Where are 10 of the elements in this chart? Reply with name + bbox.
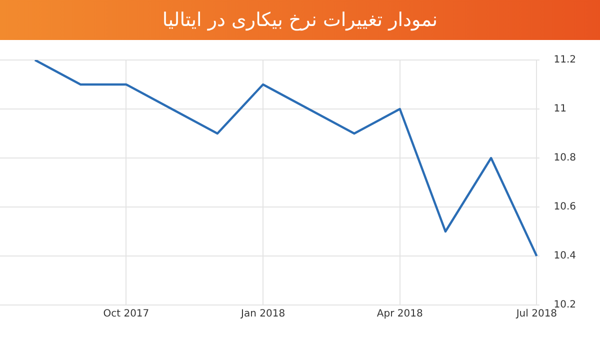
x-tick-label: Apr 2018 [376, 308, 423, 320]
y-tick-label: 10.4 [554, 250, 576, 262]
y-tick-label: 10.6 [554, 202, 576, 213]
x-tick-label: Jul 2018 [515, 308, 558, 320]
y-tick-label: 11 [554, 104, 566, 115]
x-tick-label: Oct 2017 [103, 308, 150, 320]
y-tick-label: 10.8 [554, 152, 576, 164]
chart-title: نمودار تغییرات نرخ بیکاری در ایتالیا [0, 0, 600, 40]
x-tick-label: Jan 2018 [240, 308, 286, 320]
y-tick-label: 11.2 [554, 54, 576, 66]
